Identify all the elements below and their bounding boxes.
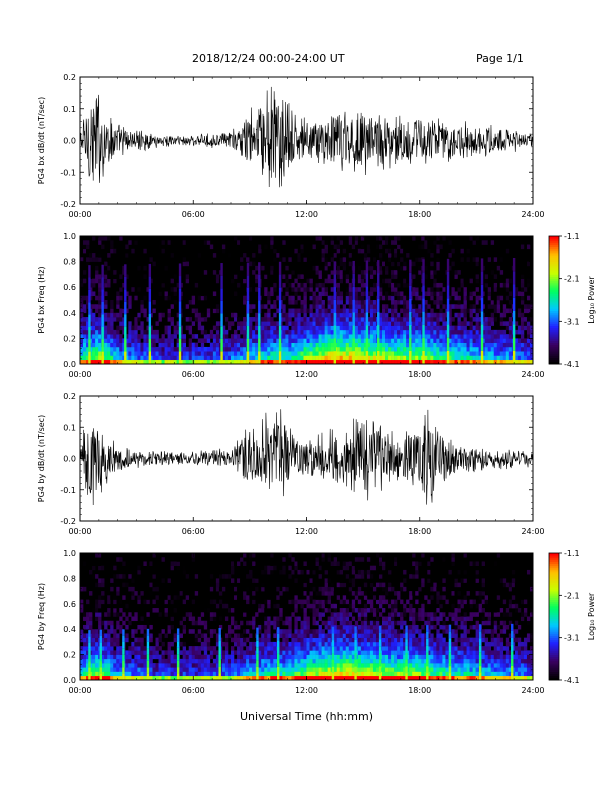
y-axis-label: PG4 by dB/dt (nT/sec)	[37, 415, 46, 502]
x-tick-label: 24:00	[521, 210, 544, 219]
y-tick-label: -0.1	[60, 486, 76, 495]
y-axis-label: PG4 bx Freq (Hz)	[37, 266, 46, 333]
colorbar-label: Log₁₀ Power	[587, 276, 596, 324]
y-tick-label: 0.4	[63, 625, 76, 634]
y-tick-label: 0.1	[63, 105, 76, 114]
x-tick-label: 12:00	[295, 210, 318, 219]
chart-panel-4: -1.1 -2.1 -3.1 -4.1 Log₁₀ Power 1.0 0.8 0.6 0.4 0…	[37, 549, 596, 723]
y-tick-label: 0.1	[63, 423, 76, 432]
y-tick-label: 0.4	[63, 309, 76, 318]
colorbar-label: Log₁₀ Power	[587, 592, 596, 640]
y-tick-label: 0.0	[63, 137, 76, 146]
y-tick-label: -0.2	[60, 200, 76, 209]
colorbar-tick-label: -2.1	[564, 591, 580, 600]
y-tick-label: 0.6	[63, 600, 76, 609]
y-tick-label: 0.2	[63, 73, 76, 82]
spectrogram-cells	[80, 553, 534, 681]
x-tick-label: 06:00	[182, 210, 205, 219]
y-tick-label: 0.2	[63, 392, 76, 401]
colorbar-tick-label: -1.1	[564, 232, 580, 241]
signal-trace	[79, 409, 534, 506]
colorbar-tick-label: -4.1	[564, 360, 580, 369]
x-tick-label: 00:00	[68, 527, 91, 536]
x-tick-label: 12:00	[295, 370, 318, 379]
x-tick-label: 12:00	[295, 686, 318, 695]
x-tick-label: 00:00	[68, 370, 91, 379]
y-tick-label: 0.0	[63, 455, 76, 464]
chart-panel-2: -1.1 -2.1 -3.1 -4.1 Log₁₀ Power 1.0 0.8 0.6 0.4 0…	[37, 232, 596, 379]
x-tick-label: 18:00	[408, 370, 431, 379]
x-tick-label: 00:00	[68, 210, 91, 219]
y-tick-label: 0.2	[63, 651, 76, 660]
y-tick-label: -0.2	[60, 517, 76, 526]
y-tick-label: -0.1	[60, 168, 76, 177]
colorbar-tick-label: -2.1	[564, 275, 580, 284]
y-tick-label: 0.2	[63, 334, 76, 343]
colorbar-tick-label: -1.1	[564, 549, 580, 558]
x-tick-label: 18:00	[408, 686, 431, 695]
colorbar-tick-label: -3.1	[564, 634, 580, 643]
x-tick-label: 24:00	[521, 370, 544, 379]
x-tick-label: 06:00	[182, 370, 205, 379]
y-tick-label: 0.0	[63, 676, 76, 685]
x-tick-label: 06:00	[182, 686, 205, 695]
y-axis-label: PG4 bx dB/dt (nT/sec)	[37, 97, 46, 184]
signal-trace	[79, 86, 534, 188]
x-tick-label: 18:00	[408, 210, 431, 219]
y-tick-label: 0.8	[63, 574, 76, 583]
y-tick-label: 0.6	[63, 283, 76, 292]
y-tick-label: 1.0	[63, 549, 76, 558]
x-tick-label: 18:00	[408, 527, 431, 536]
colorbar: -1.1 -2.1 -3.1 -4.1 Log₁₀ Power	[548, 549, 596, 685]
chart-panel-3: 0.2 0.1 0.0 -0.1 -0.200:00 06:00 12:00 18:00 24:…	[37, 392, 545, 536]
y-tick-label: 0.0	[63, 360, 76, 369]
colorbar-frame	[548, 552, 560, 681]
colorbar-tick-label: -3.1	[564, 317, 580, 326]
x-tick-label: 24:00	[521, 527, 544, 536]
x-tick-label: 00:00	[68, 686, 91, 695]
date-range-title: 2018/12/24 00:00-24:00 UT	[192, 52, 345, 65]
spectrogram-bright-lines	[88, 257, 516, 364]
x-axis-label: Universal Time (hh:mm)	[240, 710, 373, 723]
x-tick-label: 24:00	[521, 686, 544, 695]
y-tick-label: 1.0	[63, 232, 76, 241]
colorbar: -1.1 -2.1 -3.1 -4.1 Log₁₀ Power	[548, 232, 596, 369]
y-tick-label: 0.8	[63, 258, 76, 267]
colorbar-frame	[548, 235, 560, 365]
x-tick-label: 12:00	[295, 527, 318, 536]
chart-panel-1: 0.2 0.1 0.0 -0.1 -0.200:00 06:00 12:00 18:00 24:…	[37, 73, 545, 219]
spectrogram-bright-lines	[88, 623, 514, 680]
page-indicator: Page 1/1	[476, 52, 524, 65]
y-axis-label: PG4 by Freq (Hz)	[37, 583, 46, 650]
x-tick-label: 06:00	[182, 527, 205, 536]
colorbar-tick-label: -4.1	[564, 676, 580, 685]
